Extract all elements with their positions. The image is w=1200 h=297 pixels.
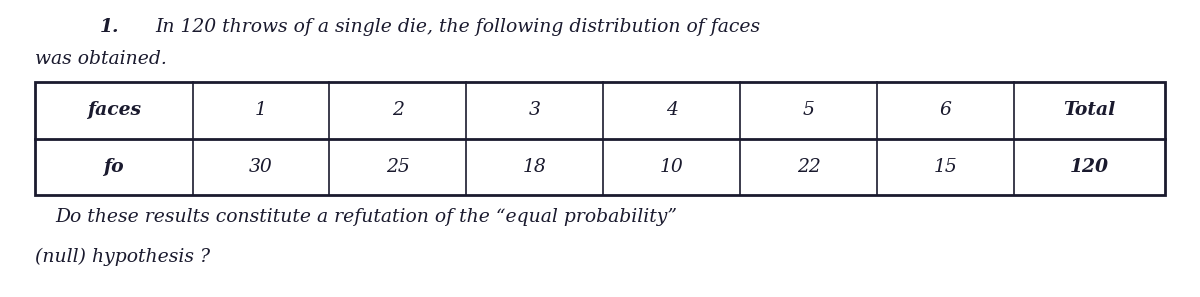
Text: 25: 25 <box>386 158 410 176</box>
Text: was obtained.: was obtained. <box>35 50 167 68</box>
Text: 120: 120 <box>1070 158 1109 176</box>
Text: 3: 3 <box>529 101 541 119</box>
Text: 22: 22 <box>797 158 821 176</box>
Text: 18: 18 <box>523 158 547 176</box>
Text: 15: 15 <box>934 158 958 176</box>
Text: 1.: 1. <box>100 18 120 36</box>
Text: 5: 5 <box>803 101 815 119</box>
Text: 4: 4 <box>666 101 678 119</box>
Text: (null) hypothesis ?: (null) hypothesis ? <box>35 248 210 266</box>
Text: 10: 10 <box>660 158 684 176</box>
Bar <box>35 82 1165 195</box>
Text: 30: 30 <box>250 158 272 176</box>
Text: Do these results constitute a refutation of the “equal probability”: Do these results constitute a refutation… <box>55 208 677 226</box>
Text: Total: Total <box>1063 101 1116 119</box>
Text: 6: 6 <box>940 101 952 119</box>
Text: fo: fo <box>103 158 124 176</box>
Text: 1: 1 <box>256 101 266 119</box>
Text: In 120 throws of a single die, the following distribution of faces: In 120 throws of a single die, the follo… <box>155 18 760 36</box>
Text: 2: 2 <box>392 101 404 119</box>
Text: faces: faces <box>86 101 140 119</box>
